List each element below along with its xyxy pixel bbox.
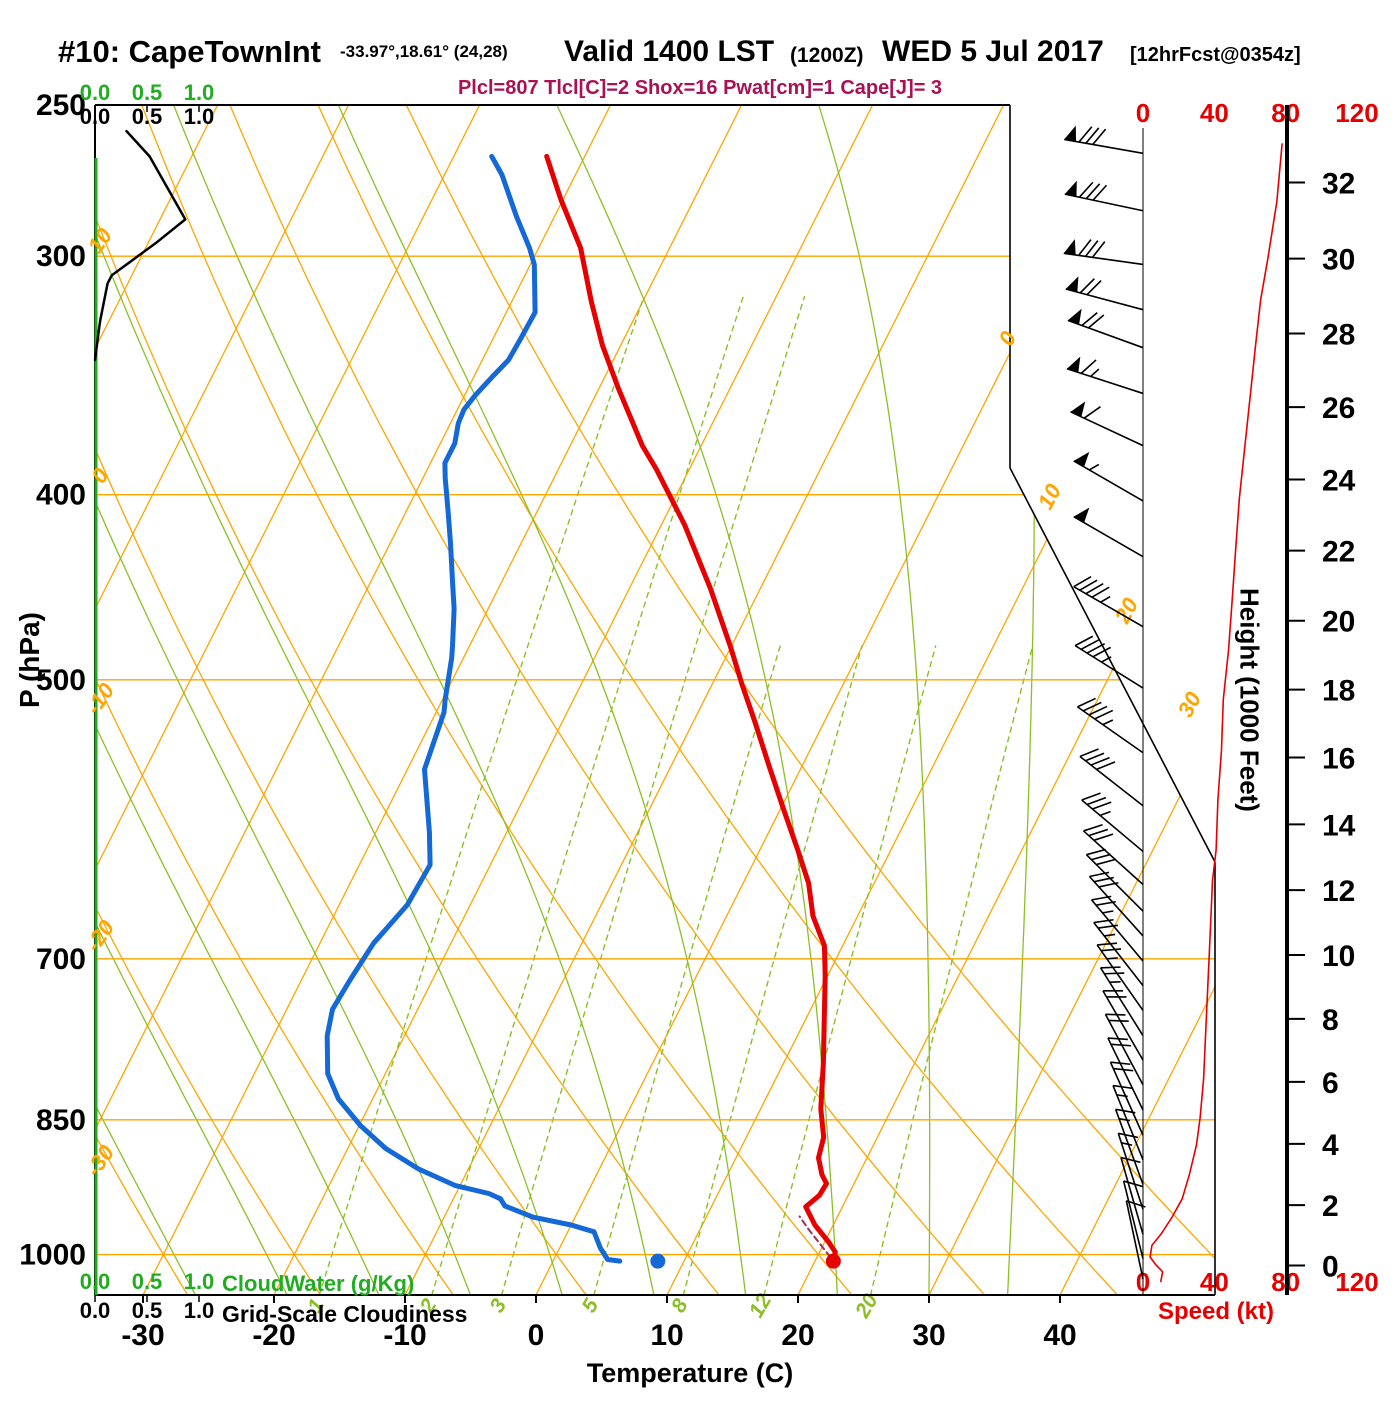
svg-text:300: 300 — [36, 240, 86, 273]
svg-text:3: 3 — [485, 1295, 511, 1317]
svg-text:10: 10 — [1322, 940, 1355, 973]
svg-text:120: 120 — [1335, 1267, 1378, 1297]
svg-text:120: 120 — [1335, 98, 1378, 128]
svg-text:250: 250 — [36, 89, 86, 122]
svg-text:400: 400 — [36, 479, 86, 512]
svg-text:5: 5 — [578, 1295, 604, 1317]
moist-adiabat-lines — [0, 105, 1034, 1295]
svg-text:0.5: 0.5 — [132, 80, 163, 105]
cloudwater-axis-title: CloudWater (g/Kg) — [222, 1271, 414, 1297]
svg-text:-30: -30 — [121, 1319, 164, 1352]
svg-text:20: 20 — [1322, 606, 1355, 639]
svg-text:14: 14 — [1322, 809, 1356, 842]
svg-text:1.0: 1.0 — [184, 80, 215, 105]
svg-text:4: 4 — [1322, 1129, 1339, 1162]
svg-text:850: 850 — [36, 1104, 86, 1137]
pressure-grid-lines — [95, 256, 1215, 1254]
temperature-axis-title: Temperature (C) — [587, 1358, 794, 1389]
svg-text:10: 10 — [1033, 479, 1067, 513]
svg-text:40: 40 — [1043, 1319, 1076, 1352]
dry-adiabat-labels: 100-10-20-30 — [80, 223, 119, 1181]
svg-text:-30: -30 — [80, 1140, 119, 1181]
svg-text:32: 32 — [1322, 167, 1355, 200]
svg-text:18: 18 — [1322, 675, 1355, 708]
height-axis-title: Height (1000 Feet) — [1234, 588, 1265, 812]
svg-text:22: 22 — [1322, 536, 1355, 569]
svg-text:20: 20 — [781, 1319, 814, 1352]
svg-text:0: 0 — [1322, 1250, 1339, 1283]
pressure-axis-title: P (hPa) — [14, 612, 46, 708]
station-title: #10: CapeTownInt — [58, 34, 321, 70]
svg-text:-20: -20 — [80, 915, 119, 956]
valid-date: WED 5 Jul 2017 — [882, 35, 1104, 69]
surface-temp-dot — [826, 1254, 841, 1269]
svg-text:2: 2 — [1322, 1190, 1339, 1223]
surface-dewpoint-dot — [650, 1254, 665, 1269]
wind-barbs — [1064, 126, 1146, 1279]
svg-text:24: 24 — [1322, 464, 1356, 497]
svg-text:30: 30 — [912, 1319, 945, 1352]
svg-text:-10: -10 — [80, 678, 119, 719]
svg-text:700: 700 — [36, 943, 86, 976]
cloudiness-axis-title: Grid-Scale Cloudiness — [222, 1301, 467, 1328]
temperature-curve — [547, 156, 836, 1261]
svg-text:40: 40 — [1200, 98, 1229, 128]
svg-text:6: 6 — [1322, 1067, 1339, 1100]
speed-axis-title: Speed (kt) — [1158, 1298, 1274, 1326]
svg-text:0: 0 — [528, 1319, 545, 1352]
svg-text:0.5: 0.5 — [132, 1269, 163, 1294]
svg-text:0: 0 — [993, 327, 1021, 350]
plot-frame — [95, 105, 1215, 1295]
forecast-tag: [12hrFcst@0354z] — [1130, 44, 1301, 67]
valid-time: Valid 1400 LST — [564, 35, 774, 69]
svg-text:10: 10 — [83, 223, 118, 258]
svg-text:40: 40 — [1200, 1267, 1229, 1297]
svg-text:8: 8 — [1322, 1004, 1339, 1037]
svg-text:26: 26 — [1322, 392, 1355, 425]
svg-text:10: 10 — [650, 1319, 683, 1352]
sounding-parameters: Plcl=807 Tlcl[C]=2 Shox=16 Pwat[cm]=1 Ca… — [458, 77, 942, 100]
svg-text:8: 8 — [667, 1295, 693, 1317]
svg-text:0.0: 0.0 — [80, 80, 111, 105]
svg-text:0: 0 — [1136, 98, 1150, 128]
svg-text:0.0: 0.0 — [80, 1269, 111, 1294]
svg-text:1.0: 1.0 — [184, 1269, 215, 1294]
svg-text:30: 30 — [1322, 244, 1355, 277]
svg-text:16: 16 — [1322, 743, 1355, 776]
svg-text:28: 28 — [1322, 319, 1355, 352]
valid-zulu: (1200Z) — [790, 44, 864, 68]
station-coords: -33.97°,18.61° (24,28) — [340, 42, 508, 62]
svg-text:1000: 1000 — [19, 1239, 86, 1272]
svg-text:30: 30 — [1173, 687, 1207, 721]
svg-text:12: 12 — [1322, 875, 1355, 908]
